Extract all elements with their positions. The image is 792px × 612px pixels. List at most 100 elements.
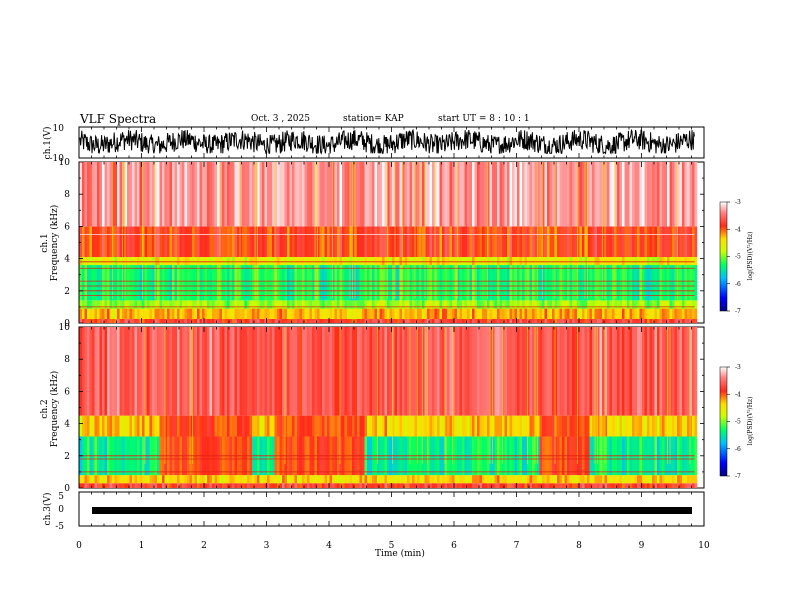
spectrogram-cell [652, 483, 655, 488]
spectrogram-cell [662, 319, 665, 323]
spectrogram-cell [232, 265, 235, 301]
spectrogram-cell [642, 257, 645, 266]
spectrogram-cell [564, 483, 568, 488]
spectrogram-cell [577, 308, 580, 319]
spectrogram-cell [549, 162, 553, 227]
spectrogram-cell [582, 257, 585, 266]
spectrogram-cell [547, 265, 550, 301]
spectrogram-cell [667, 319, 670, 323]
spectrogram-cell [539, 226, 543, 257]
spectrogram-cell [149, 265, 153, 301]
spectrogram-cell [514, 300, 518, 309]
spectrogram-cell [252, 475, 255, 484]
x-tick-label: 4 [326, 541, 332, 551]
spectrogram-cell [594, 415, 598, 437]
spectrogram-cell [497, 415, 500, 437]
spectrogram-cell [424, 308, 428, 319]
spectrogram-cell [184, 265, 188, 301]
spectrogram-cell [499, 415, 503, 437]
spectrogram-cell [534, 475, 538, 484]
spectrogram-cell [627, 308, 630, 319]
spectrogram-cell [424, 226, 428, 257]
spectrogram-cell [367, 300, 370, 309]
spectrogram-cell [147, 265, 150, 301]
spectrogram-cell [574, 319, 578, 323]
spectrogram-cell [214, 300, 218, 309]
spectrogram-cell [309, 162, 313, 227]
spectrogram-cell [537, 415, 540, 437]
spectrogram-cell [692, 308, 695, 319]
spectrogram-cell [687, 308, 690, 319]
spectrogram-cell [629, 162, 633, 227]
spectrogram-cell [684, 319, 688, 323]
spectrogram-cell [224, 483, 228, 488]
spectrogram-cell [447, 319, 450, 323]
spectrogram-cell [634, 300, 638, 309]
spectrogram-cell [112, 162, 115, 227]
spectrogram-cell [512, 300, 515, 309]
spectrogram-cell [322, 226, 325, 257]
spectrogram-cell [477, 483, 480, 488]
spectrogram-cell [284, 226, 288, 257]
spectrogram-cell [387, 475, 390, 484]
spectrogram-cell [254, 415, 258, 437]
ch1-spec-ylabel2: Frequency (kHz) [49, 205, 60, 282]
spectrogram-cell [497, 319, 500, 323]
spectrogram-cell [232, 319, 235, 323]
spectrogram-cell [637, 257, 640, 266]
spectrogram-cell [534, 257, 538, 266]
spectrogram-cell [117, 327, 120, 416]
spectrogram-cell [357, 162, 360, 227]
spectrogram-cell [442, 327, 445, 416]
spectrogram-cell [587, 226, 590, 257]
spectrogram-cell [664, 308, 668, 319]
spectrogram-cell [484, 327, 488, 416]
spectrogram-cell [369, 483, 373, 488]
spectrogram-cell [82, 415, 85, 437]
spectrogram-cell [502, 162, 505, 227]
spectrogram-cell [267, 257, 270, 266]
spectrogram-cell [262, 265, 265, 301]
spectrogram-cell [124, 257, 128, 266]
spectrogram-cell [612, 162, 615, 227]
spectrogram-streak [542, 162, 543, 299]
spectrogram-cell [672, 308, 675, 319]
spectrogram-cell [132, 265, 135, 301]
spectrogram-cell [144, 319, 148, 323]
spectrogram-cell [264, 162, 268, 227]
spectrogram-cell [462, 300, 465, 309]
spectrogram-cell [434, 265, 438, 301]
spectrogram-cell [577, 265, 580, 301]
spectrogram-cell [514, 319, 518, 323]
spectrogram-cell [577, 226, 580, 257]
spectrogram-cell [359, 319, 363, 323]
spectrogram-cell [339, 308, 343, 319]
spectrogram-cell [482, 162, 485, 227]
spectrogram-cell [392, 327, 395, 416]
spectrogram-cell [484, 319, 488, 323]
spectrogram-cell [122, 257, 125, 266]
spectrogram-cell [559, 265, 563, 301]
spectrogram-cell [457, 475, 460, 484]
spectrogram-cell [504, 308, 508, 319]
spectrogram-cell [202, 483, 205, 488]
spectrogram-cell [377, 475, 380, 484]
spectrogram-cell [467, 483, 470, 488]
spectrogram-cell [639, 226, 643, 257]
spectrogram-cell [442, 475, 445, 484]
spectrogram-cell [542, 319, 545, 323]
spectrogram-cell [84, 226, 88, 257]
spectrogram-cell [174, 319, 178, 323]
spectrogram-cell [412, 226, 415, 257]
spectrogram-cell [679, 300, 683, 309]
spectrogram-cell [502, 308, 505, 319]
spectrogram-cell [279, 162, 283, 227]
spectrogram-cell [87, 415, 90, 437]
spectrogram-cell [437, 319, 440, 323]
spectrogram-cell [374, 415, 378, 437]
spectrogram-cell [97, 319, 100, 323]
spectrogram-cell [284, 415, 288, 437]
spectrogram-cell [382, 300, 385, 309]
spectrogram-cell [247, 415, 250, 437]
spectrogram-cell [657, 327, 660, 416]
